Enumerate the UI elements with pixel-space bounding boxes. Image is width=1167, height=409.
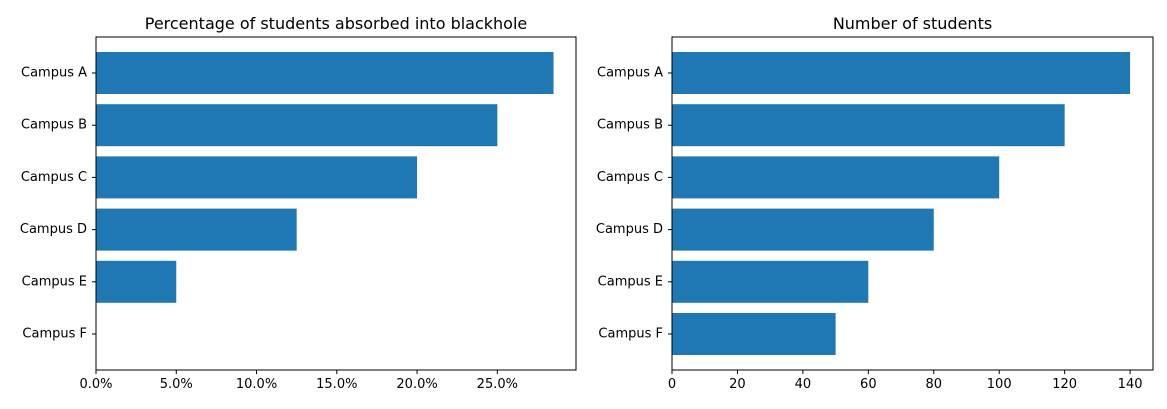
bar-campus-b <box>96 104 498 147</box>
y-tick-label: Campus A <box>597 66 663 81</box>
plot-frame <box>95 36 577 371</box>
percentage-chart-title: Percentage of students absorbed into bla… <box>145 14 528 33</box>
bar-campus-a <box>96 52 554 94</box>
x-tick-label: 20.0% <box>396 377 437 392</box>
percentage-chart-panel: Percentage of students absorbed into bla… <box>20 14 577 392</box>
bar-campus-c <box>96 156 418 199</box>
bar-campus-b <box>672 104 1065 147</box>
y-tick-label: Campus C <box>597 170 663 185</box>
x-tick-label: 15.0% <box>316 377 357 392</box>
x-tick-label: 60 <box>860 377 877 392</box>
x-tick-label: 40 <box>795 377 812 392</box>
y-tick-label: Campus F <box>598 327 663 342</box>
x-tick-label: 25.0% <box>477 377 518 392</box>
x-tick-label: 80 <box>925 377 942 392</box>
x-tick-label: 120 <box>1052 377 1077 392</box>
y-tick-label: Campus E <box>598 274 663 289</box>
y-tick-label: Campus B <box>597 118 663 133</box>
bar-campus-a <box>672 52 1131 94</box>
y-tick-label: Campus E <box>22 274 87 289</box>
y-tick-label: Campus F <box>22 327 87 342</box>
bar-campus-c <box>672 156 1000 199</box>
y-tick-label: Campus B <box>21 118 87 133</box>
bar-campus-d <box>96 208 297 251</box>
y-tick-label: Campus D <box>596 222 663 237</box>
x-tick-label: 0 <box>668 377 676 392</box>
y-tick-label: Campus A <box>21 66 87 81</box>
student-count-chart-panel: Number of students Campus A Campus B Campus… <box>596 14 1154 392</box>
bar-campus-e <box>96 260 177 303</box>
x-tick-label: 140 <box>1118 377 1143 392</box>
y-tick-label: Campus C <box>21 170 87 185</box>
x-tick-label: 20 <box>729 377 746 392</box>
x-tick-label: 10.0% <box>236 377 277 392</box>
x-tick-label: 5.0% <box>160 377 193 392</box>
student-count-chart-title: Number of students <box>833 14 992 33</box>
plot-frame <box>671 36 1154 371</box>
bar-campus-f <box>672 313 836 355</box>
y-tick-label: Campus D <box>20 222 87 237</box>
bar-campus-d <box>672 208 934 251</box>
x-tick-label: 100 <box>987 377 1012 392</box>
x-tick-label: 0.0% <box>79 377 112 392</box>
bar-campus-e <box>672 260 869 303</box>
